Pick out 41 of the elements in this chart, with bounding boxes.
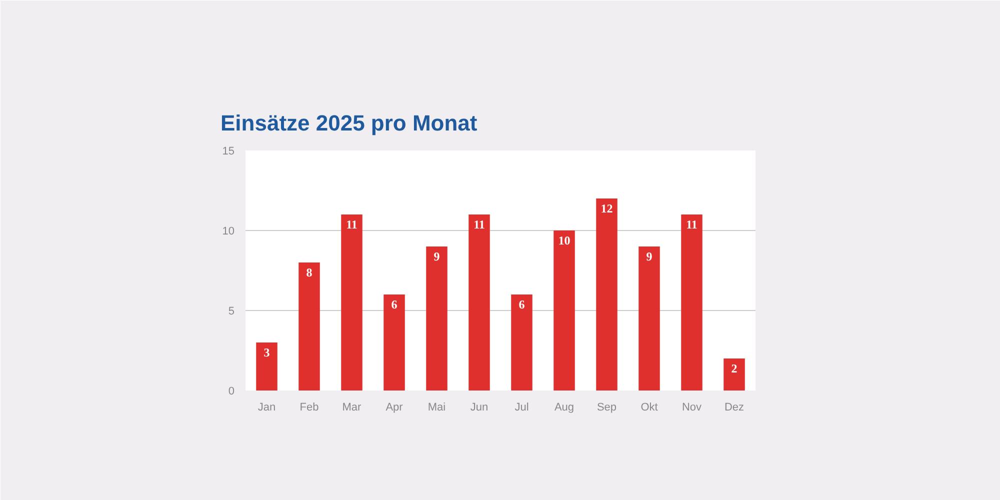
bar xyxy=(596,198,618,390)
x-tick-label: Apr xyxy=(386,402,404,414)
data-label: 10 xyxy=(558,234,570,248)
chart-title: Einsätze 2025 pro Monat xyxy=(220,110,478,136)
bar xyxy=(256,342,278,390)
bar xyxy=(511,294,532,390)
y-tick-label: 0 xyxy=(228,386,235,398)
data-label: 3 xyxy=(264,346,270,360)
x-tick-label: Jul xyxy=(514,402,529,414)
data-label: 9 xyxy=(646,250,652,264)
data-label: 11 xyxy=(474,218,485,232)
bar xyxy=(638,246,660,390)
data-label: 11 xyxy=(686,218,698,232)
bar xyxy=(426,246,448,390)
x-tick-label: Mar xyxy=(342,402,362,414)
x-tick-label: Feb xyxy=(300,402,319,414)
x-tick-label: Jun xyxy=(470,402,488,414)
bar xyxy=(724,358,745,390)
data-label: 8 xyxy=(306,266,312,280)
x-tick-label: Sep xyxy=(596,402,617,414)
x-tick-label: Nov xyxy=(682,402,702,414)
y-tick-label: 15 xyxy=(222,146,235,158)
bar xyxy=(384,294,405,390)
y-tick-label: 5 xyxy=(228,306,235,318)
data-label: 6 xyxy=(518,298,525,312)
x-tick-label: Aug xyxy=(554,402,574,414)
x-tick-label: Mai xyxy=(428,402,446,414)
bar xyxy=(681,214,702,390)
data-label: 9 xyxy=(434,250,440,264)
data-label: 2 xyxy=(731,362,738,376)
bar xyxy=(554,230,575,390)
data-label: 6 xyxy=(391,298,398,312)
bar xyxy=(341,214,362,390)
y-tick-label: 10 xyxy=(222,226,235,238)
x-tick-label: Dez xyxy=(724,402,744,414)
bar xyxy=(468,214,490,390)
x-tick-label: Jan xyxy=(258,402,276,414)
data-label: 12 xyxy=(600,202,613,216)
bar xyxy=(298,262,320,390)
x-tick-label: Okt xyxy=(640,402,658,414)
data-label: 11 xyxy=(346,218,358,232)
